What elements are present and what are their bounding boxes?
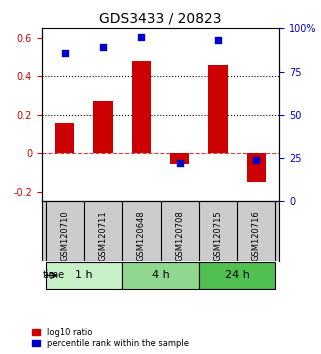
Text: GSM120711: GSM120711 — [99, 210, 108, 261]
Point — [139, 34, 144, 40]
FancyBboxPatch shape — [46, 262, 122, 289]
Text: time: time — [42, 270, 65, 280]
FancyBboxPatch shape — [199, 262, 275, 289]
Bar — [93, 101, 113, 153]
Text: GSM120716: GSM120716 — [252, 210, 261, 261]
Text: GSM120710: GSM120710 — [60, 210, 69, 261]
Point — [177, 160, 182, 166]
Title: GDS3433 / 20823: GDS3433 / 20823 — [99, 12, 222, 26]
Legend: log10 ratio, percentile rank within the sample: log10 ratio, percentile rank within the … — [30, 326, 190, 350]
Bar — [55, 124, 74, 153]
Text: GSM120648: GSM120648 — [137, 210, 146, 261]
Point — [62, 50, 67, 55]
Text: GSM120708: GSM120708 — [175, 210, 184, 261]
Bar — [132, 61, 151, 153]
Text: 4 h: 4 h — [152, 270, 169, 280]
Text: GSM120715: GSM120715 — [213, 210, 222, 261]
Bar — [208, 65, 228, 153]
Point — [100, 45, 106, 50]
Text: 24 h: 24 h — [225, 270, 249, 280]
Point — [254, 157, 259, 162]
Bar — [247, 153, 266, 182]
Text: 1 h: 1 h — [75, 270, 93, 280]
Bar — [170, 153, 189, 164]
FancyBboxPatch shape — [122, 262, 199, 289]
Point — [215, 38, 221, 43]
